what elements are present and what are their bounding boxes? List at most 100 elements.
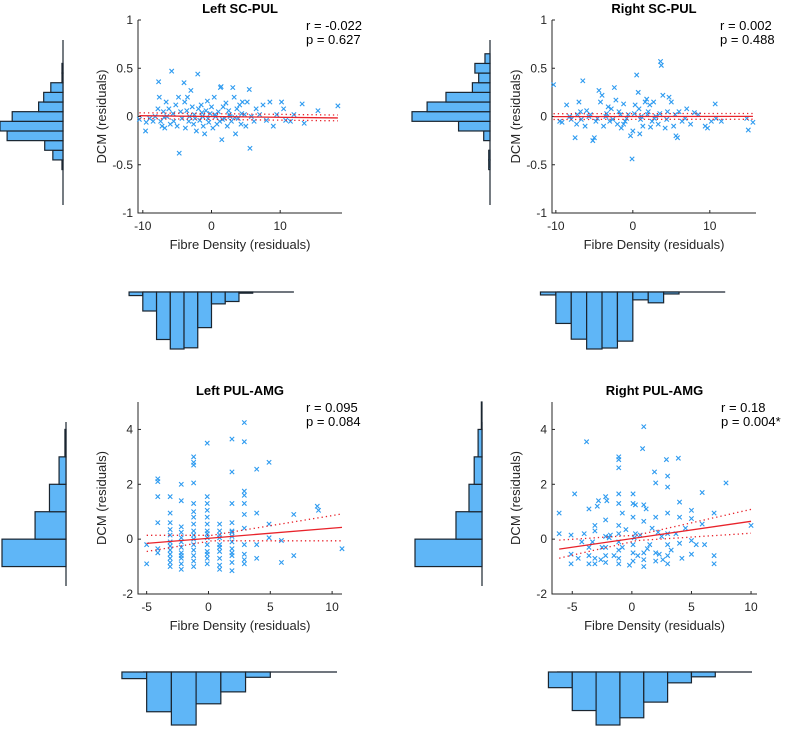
data-point-stroke (155, 494, 161, 500)
data-point (229, 546, 235, 552)
data-point (660, 557, 666, 563)
regression-line (146, 526, 343, 545)
data-point-stroke (260, 102, 266, 108)
data-point (204, 98, 210, 104)
data-point (607, 118, 613, 124)
data-point (195, 71, 201, 77)
data-point (211, 94, 217, 100)
data-point-stroke (578, 116, 584, 122)
data-point-stroke (581, 531, 587, 537)
panel-left-sc-pul: Left SC-PUL -1 -0.5 0 0.5 1 -10 0 10 Fibre Densit… (0, 1, 362, 350)
data-point-stroke (651, 469, 658, 475)
data-point (611, 553, 617, 559)
data-point-stroke (745, 127, 751, 133)
data-point (191, 563, 197, 570)
data-point-stroke (278, 559, 285, 566)
data-point-stroke (572, 491, 578, 497)
data-point (559, 119, 565, 125)
data-point (162, 125, 168, 131)
data-point (169, 68, 175, 74)
data-point (676, 499, 683, 505)
data-point (745, 127, 751, 133)
data-point (647, 102, 653, 108)
data-point (217, 521, 223, 527)
histogram-y-bar (471, 82, 491, 93)
data-point-stroke (291, 553, 297, 559)
data-point-stroke (634, 72, 640, 78)
data-point (234, 106, 240, 112)
data-point (155, 550, 161, 556)
data-point (663, 457, 670, 463)
data-point (578, 116, 584, 122)
data-point-stroke (663, 457, 670, 463)
data-point (178, 553, 184, 559)
data-point (144, 561, 150, 567)
data-point (181, 80, 187, 86)
y-tick-label: 1 (540, 13, 547, 27)
data-point-stroke (591, 135, 597, 141)
data-point-stroke (229, 500, 235, 507)
data-point (589, 539, 596, 545)
regression-line (139, 115, 338, 119)
data-point-stroke (299, 101, 305, 107)
data-point (173, 102, 179, 108)
data-point (291, 111, 297, 118)
data-point-stroke (174, 123, 180, 129)
data-point (572, 135, 578, 141)
y-tick-label: -0.5 (112, 158, 133, 172)
data-point (270, 123, 276, 129)
histogram-x-bar (220, 671, 247, 693)
data-point-stroke (217, 544, 223, 550)
data-point (229, 529, 235, 535)
data-point (603, 553, 609, 559)
data-point-stroke (241, 511, 247, 518)
histogram-x-bar (197, 291, 213, 329)
confidence-bound-upper (139, 112, 338, 116)
data-point (204, 555, 210, 561)
data-point (676, 540, 683, 546)
data-point (241, 419, 247, 426)
data-point-stroke (599, 92, 605, 98)
data-point-stroke (241, 419, 247, 426)
histogram-x-bar (195, 671, 222, 705)
data-point (723, 480, 729, 486)
data-point-stroke (712, 101, 718, 107)
data-point-stroke (167, 532, 173, 538)
data-point (178, 535, 184, 541)
data-point-stroke (219, 137, 225, 143)
data-point-stroke (718, 118, 724, 124)
data-point-stroke (688, 515, 695, 522)
data-point (281, 106, 287, 112)
data-point-stroke (191, 500, 197, 507)
data-point (171, 118, 177, 124)
y-tick-label: -2 (122, 587, 133, 601)
data-point-stroke (662, 125, 668, 131)
data-point-stroke (589, 539, 596, 545)
data-point-stroke (241, 111, 248, 118)
data-point-stroke (564, 102, 570, 108)
x-tick-label: -5 (567, 600, 578, 614)
data-point (182, 99, 188, 105)
data-point-stroke (184, 94, 191, 100)
data-point-stroke (610, 116, 616, 122)
data-point (266, 521, 272, 527)
data-point-stroke (616, 500, 622, 507)
data-point-stroke (608, 106, 614, 112)
data-point (631, 111, 637, 117)
panel-left-pul-amg: Left PUL-AMG -2 0 2 4 -5 0 5 10 Fibre Density (re… (1, 383, 361, 726)
data-point (611, 84, 617, 91)
data-point-stroke (711, 510, 717, 516)
x-axis-label: Fibre Density (residuals) (584, 237, 725, 252)
data-point (675, 455, 681, 461)
histogram-y-bar (34, 511, 67, 540)
data-point-stroke (204, 500, 210, 507)
data-point-stroke (256, 111, 263, 118)
data-point-stroke (641, 518, 647, 524)
data-point-stroke (657, 111, 663, 117)
data-point-stroke (632, 531, 639, 537)
regression-line (559, 520, 752, 550)
data-point-stroke (550, 82, 557, 88)
data-point (665, 542, 671, 548)
histogram-x-bar (183, 291, 199, 349)
